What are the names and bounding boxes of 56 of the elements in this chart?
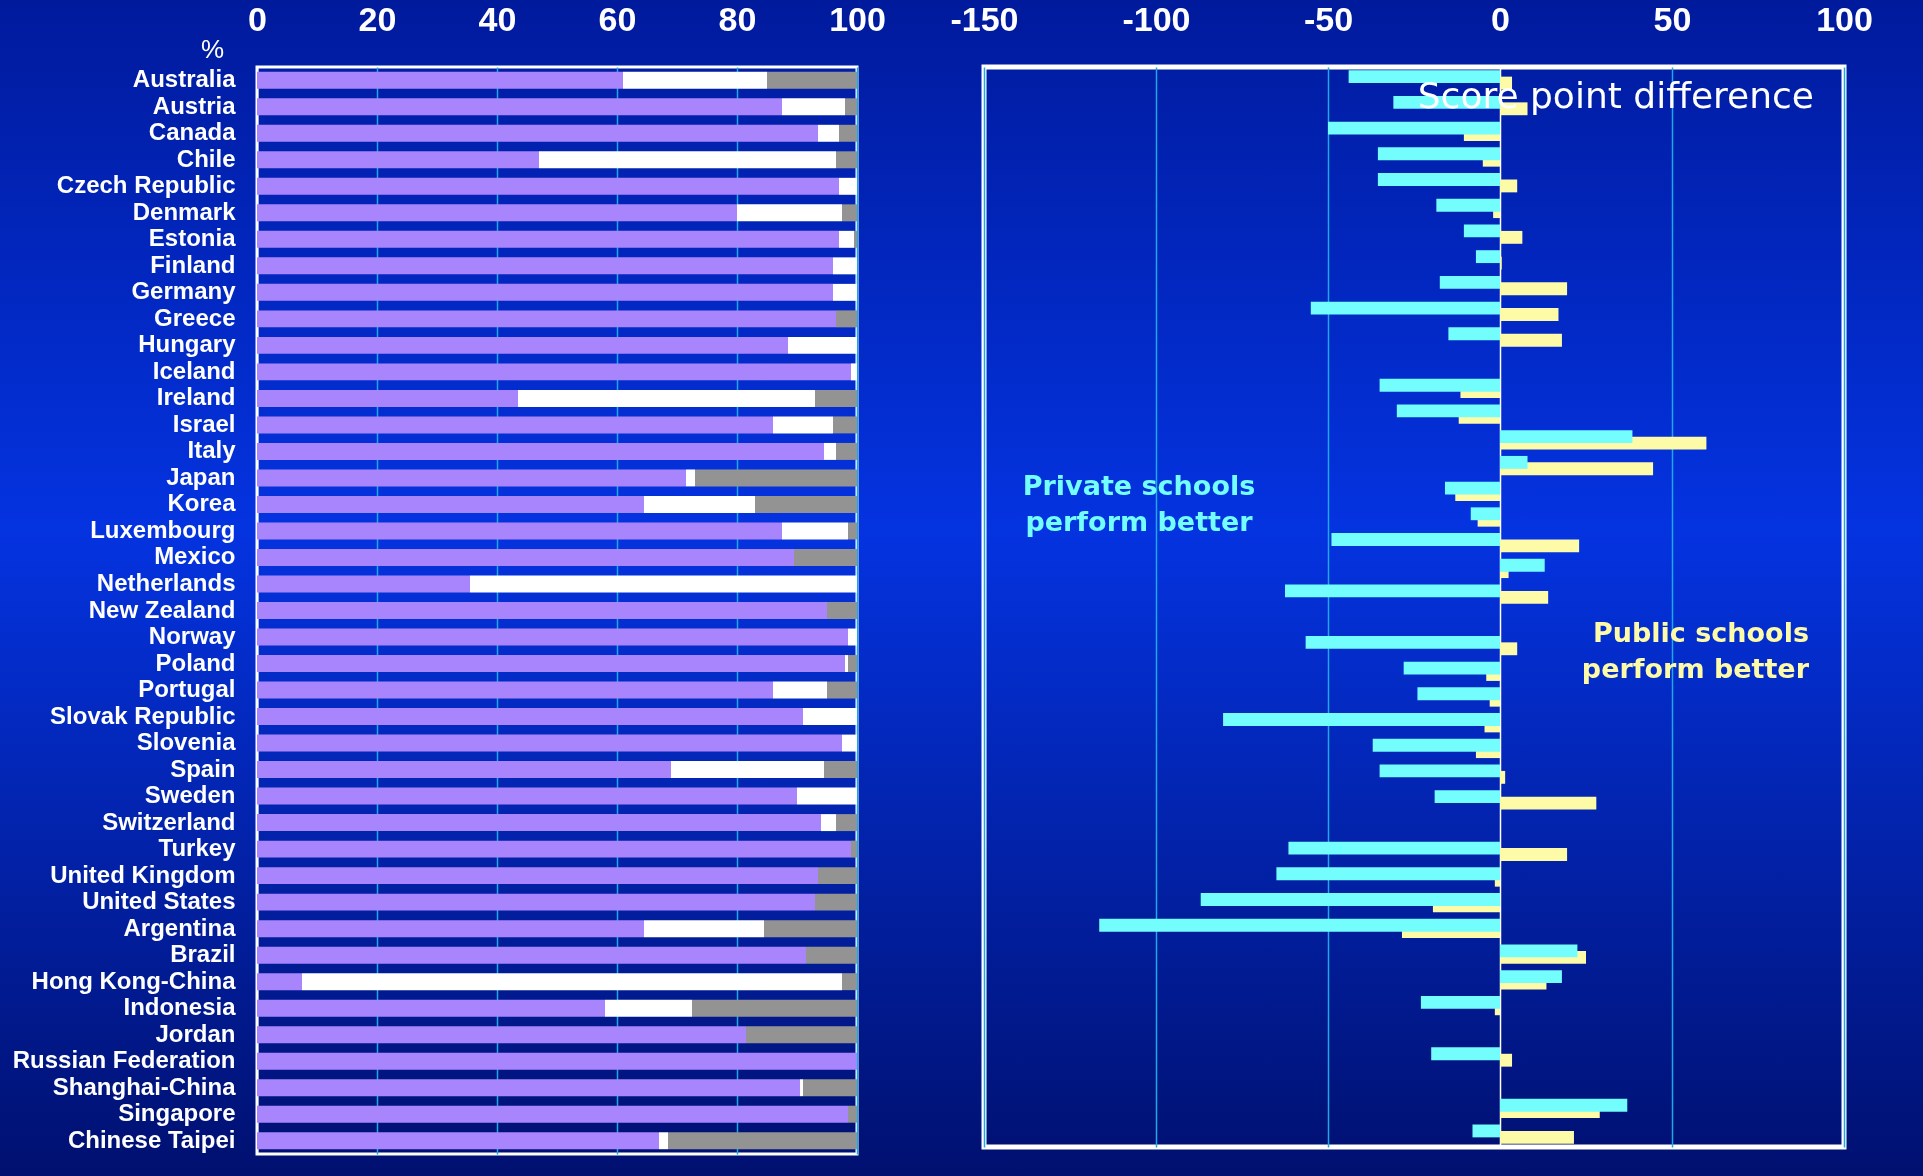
- x-tick-label: 60: [598, 0, 637, 38]
- y-tick-label: Israel: [172, 409, 236, 437]
- y-tick-label: Mexico: [154, 542, 236, 570]
- y-tick-label: Argentina: [123, 913, 237, 941]
- x-tick-label: 40: [478, 0, 517, 38]
- x-tick-label: -50: [1303, 0, 1354, 38]
- x-axis-title: %: [200, 33, 225, 64]
- y-tick-label: Denmark: [132, 197, 237, 225]
- y-tick-label: Switzerland: [102, 807, 236, 835]
- x-tick-label: 100: [829, 0, 886, 38]
- y-tick-label: Korea: [167, 489, 237, 517]
- y-tick-label: Russian Federation: [12, 1046, 236, 1074]
- y-tick-label: Greece: [154, 303, 236, 331]
- y-tick-label: Hong Kong-China: [31, 966, 237, 994]
- y-tick-label: Luxembourg: [90, 515, 236, 543]
- y-tick-label: Portugal: [138, 675, 236, 703]
- y-tick-label: Finland: [150, 250, 236, 278]
- x-tick-label: 0: [248, 0, 267, 38]
- annotation: Score point difference: [1417, 75, 1814, 116]
- y-tick-label: United Kingdom: [50, 860, 236, 888]
- y-tick-label: Singapore: [118, 1099, 236, 1127]
- x-tick-label: 0: [1491, 0, 1510, 38]
- x-tick-label: -100: [1122, 0, 1191, 38]
- y-tick-label: Australia: [132, 65, 237, 93]
- y-tick-label: Iceland: [152, 356, 236, 384]
- x-tick-label: 80: [718, 0, 757, 38]
- y-tick-label: New Zealand: [88, 595, 236, 623]
- y-tick-label: Sweden: [144, 781, 236, 809]
- y-tick-label: Spain: [170, 754, 236, 782]
- y-tick-label: Turkey: [158, 834, 237, 862]
- x-tick-label: 100: [1816, 0, 1873, 38]
- y-tick-label: Japan: [166, 462, 236, 490]
- y-tick-label: Ireland: [156, 383, 236, 411]
- y-tick-label: Norway: [148, 622, 237, 650]
- y-tick-label: United States: [82, 887, 236, 915]
- y-tick-label: Slovenia: [136, 728, 237, 756]
- y-tick-label: Jordan: [155, 1019, 236, 1047]
- x-tick-label: 20: [358, 0, 397, 38]
- y-tick-label: Poland: [155, 648, 236, 676]
- x-tick-label: -150: [950, 0, 1019, 38]
- y-tick-label: Indonesia: [123, 993, 237, 1021]
- y-tick-label: Austria: [152, 91, 237, 119]
- x-tick-label: 50: [1653, 0, 1692, 38]
- y-tick-label: Czech Republic: [56, 171, 236, 199]
- y-tick-label: Shanghai-China: [52, 1072, 237, 1100]
- y-tick-label: Italy: [187, 436, 237, 464]
- y-tick-label: Hungary: [138, 330, 237, 358]
- y-tick-label: Estonia: [148, 224, 237, 252]
- y-tick-label: Canada: [148, 118, 237, 146]
- y-tick-label: Chile: [176, 144, 236, 172]
- y-tick-label: Netherlands: [96, 568, 236, 596]
- y-tick-label: Brazil: [170, 940, 236, 968]
- annotation: Public schools perform better: [1581, 617, 1810, 685]
- y-tick-label: Slovak Republic: [50, 701, 236, 729]
- y-tick-label: Chinese Taipei: [67, 1125, 236, 1153]
- y-tick-label: Germany: [131, 277, 237, 305]
